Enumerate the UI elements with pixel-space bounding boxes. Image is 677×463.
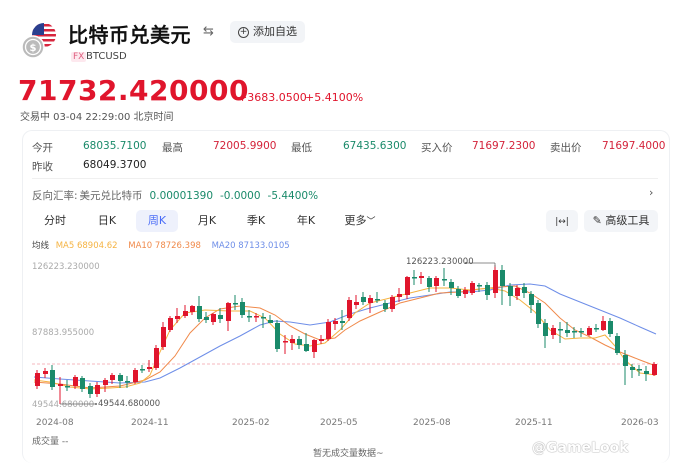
swap-icon[interactable]: ⇆ xyxy=(203,24,214,39)
candles xyxy=(35,265,657,404)
price-change: +3683.0500 xyxy=(238,91,307,104)
stat-open-value: 68035.7100 xyxy=(83,140,147,152)
tab-quarterly[interactable]: 季K xyxy=(246,214,266,227)
stat-prev-close-label: 昨收 xyxy=(32,161,53,173)
ma10-value: MA10 78726.398 xyxy=(128,241,201,251)
quote-card xyxy=(22,130,670,463)
x-label-2024-08: 2024-08 xyxy=(36,418,74,428)
divider xyxy=(32,178,658,179)
y-axis-min: 49544.680000 xyxy=(32,400,95,410)
stat-low-value: 67435.6300 xyxy=(343,140,407,152)
ma5-value: MA5 68904.62 xyxy=(55,241,118,251)
advanced-tools-button[interactable]: ✎ 高级工具 xyxy=(584,210,658,232)
x-label-2025-02: 2025-02 xyxy=(232,418,270,428)
volume-label: 成交量 -- xyxy=(32,437,69,447)
stat-high-value: 72005.9900 xyxy=(213,140,277,152)
tab-monthly[interactable]: 月K xyxy=(197,214,217,227)
stat-bid-label: 买入价 xyxy=(421,142,453,154)
no-volume-data: 暂无成交量数据~ xyxy=(313,449,384,459)
current-price: 71732.420000 xyxy=(18,74,249,107)
watermark: @GameLook xyxy=(532,440,629,456)
x-label-2025-05: 2025-05 xyxy=(320,418,358,428)
x-label-2025-08: 2025-08 xyxy=(413,418,451,428)
min-price-annotation: 49544.680000 xyxy=(98,399,161,409)
tab-daily[interactable]: 日K xyxy=(97,214,117,227)
price-change-pct: +5.4100% xyxy=(305,91,364,104)
y-axis-max: 126223.230000 xyxy=(32,262,100,272)
y-axis-mid: 87883.955000 xyxy=(32,328,95,338)
btc-usd-flag-icon: $ xyxy=(21,23,56,59)
trading-status: 交易中 03-04 22:29:00 北京时间 xyxy=(20,112,174,123)
stat-open: 今开 xyxy=(32,142,53,154)
draw-tool-icon: ✎ xyxy=(592,214,602,227)
plus-circle-icon: + xyxy=(238,26,249,38)
header: $ 比特币兑美元 ⇆ + 添加自选 FX BTCUSD 71732.420000… xyxy=(18,18,658,123)
tab-more[interactable]: 更多﹀ xyxy=(344,214,376,227)
tab-yearly[interactable]: 年K xyxy=(296,214,316,227)
x-label-2025-11: 2025-11 xyxy=(515,418,553,428)
page-title: 比特币兑美元 xyxy=(68,23,191,47)
max-price-annotation: 126223.230000 xyxy=(406,257,474,267)
tab-intraday[interactable]: 分时 xyxy=(44,214,66,227)
fit-width-button[interactable]: |↔| xyxy=(546,210,578,232)
ma20-value: MA20 87133.0105 xyxy=(211,241,290,251)
stat-ask-value: 71697.4000 xyxy=(602,140,666,152)
symbol: BTCUSD xyxy=(86,51,127,62)
stat-prev-close-value: 68049.3700 xyxy=(83,159,147,171)
stat-ask-label: 卖出价 xyxy=(550,142,582,154)
market-tag: FX xyxy=(71,52,87,62)
stat-bid-value: 71697.2300 xyxy=(472,140,536,152)
x-label-2026-03: 2026-03 xyxy=(621,418,659,428)
chevron-right-icon[interactable]: › xyxy=(649,186,654,199)
reverse-rate[interactable]: 反向汇率: 美元兑比特币 0.00001390 -0.0000 -5.4400% xyxy=(32,190,319,202)
chevron-down-icon: ﹀ xyxy=(366,217,376,227)
add-watchlist-button[interactable]: + 添加自选 xyxy=(230,21,305,43)
tab-weekly[interactable]: 周K xyxy=(136,210,178,232)
stat-high-label: 最高 xyxy=(162,142,183,154)
x-label-2024-11: 2024-11 xyxy=(131,418,169,428)
add-watchlist-label: 添加自选 xyxy=(253,25,297,38)
fit-width-icon: |↔| xyxy=(555,217,569,227)
stat-low-label: 最低 xyxy=(291,142,312,154)
svg-text:$: $ xyxy=(30,43,37,54)
ma-legend: 均线 MA5 68904.62 MA10 78726.398 MA20 8713… xyxy=(32,241,290,251)
